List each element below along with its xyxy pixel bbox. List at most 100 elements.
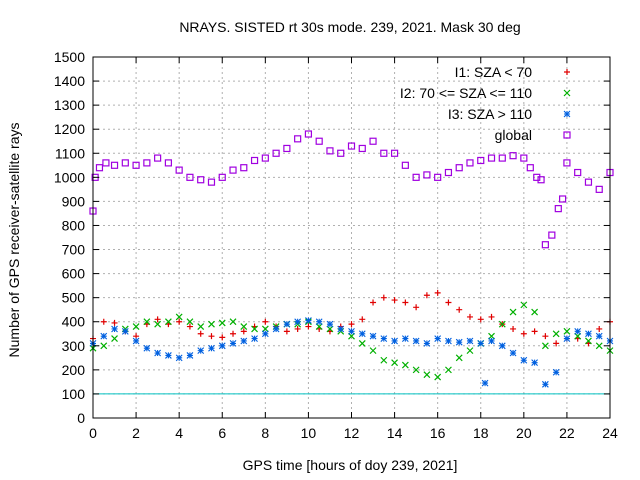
- data-point: [401, 161, 409, 169]
- data-point: [175, 166, 183, 174]
- data-point: [531, 359, 538, 367]
- x-tick-label: 24: [602, 425, 618, 441]
- data-point: [553, 340, 560, 347]
- x-tick-label: 14: [387, 425, 403, 441]
- data-point: [466, 313, 473, 320]
- y-tick-label: 700: [62, 242, 86, 258]
- data-point: [154, 349, 162, 357]
- data-point: [391, 297, 398, 304]
- y-tick-label: 400: [62, 314, 86, 330]
- data-point: [380, 356, 388, 364]
- data-point: [240, 323, 248, 330]
- data-point: [100, 318, 107, 325]
- x-tick-label: 16: [430, 425, 446, 441]
- data-point: [251, 325, 258, 333]
- y-tick-label: 900: [62, 193, 86, 209]
- data-point: [261, 154, 269, 162]
- data-point: [358, 339, 366, 347]
- data-point: [348, 332, 355, 340]
- data-point: [509, 308, 517, 316]
- data-point: [218, 173, 226, 181]
- data-point: [434, 289, 441, 296]
- x-tick-label: 22: [559, 425, 575, 441]
- legend-label: I2: 70 <= SZA <= 110: [400, 85, 532, 101]
- data-point: [197, 347, 205, 355]
- data-point: [477, 156, 485, 165]
- data-point: [554, 205, 562, 213]
- data-point: [121, 327, 129, 335]
- data-point: [574, 168, 582, 177]
- data-point: [154, 154, 162, 162]
- data-point: [132, 323, 140, 330]
- x-tick-label: 6: [218, 425, 226, 441]
- data-point: [315, 318, 323, 326]
- data-point: [143, 318, 151, 326]
- data-point: [262, 318, 269, 325]
- data-point: [207, 178, 216, 186]
- data-point: [294, 318, 302, 326]
- data-point: [531, 328, 538, 335]
- data-point: [95, 164, 104, 172]
- data-point: [445, 366, 452, 374]
- data-point: [230, 330, 237, 337]
- data-point: [337, 149, 345, 157]
- data-point: [121, 159, 129, 167]
- data-point: [595, 342, 603, 350]
- data-point: [186, 318, 194, 326]
- x-axis-label: GPS time [hours of doy 239, 2021]: [243, 457, 458, 473]
- data-point: [574, 327, 582, 335]
- data-point: [423, 171, 431, 179]
- data-point: [370, 299, 377, 306]
- data-point: [444, 168, 453, 177]
- data-point: [359, 316, 366, 323]
- data-point: [240, 328, 247, 335]
- chart-title: NRAYS. SISTED rt 30s mode. 239, 2021. Ma…: [179, 19, 520, 35]
- data-point: [326, 320, 334, 328]
- data-point: [541, 342, 549, 350]
- y-tick-label: 1400: [54, 73, 85, 89]
- data-point: [563, 327, 571, 335]
- data-point: [348, 327, 355, 335]
- data-point: [369, 332, 377, 340]
- data-point: [143, 159, 151, 167]
- x-tick-label: 8: [261, 425, 269, 441]
- legend-marker: [563, 110, 571, 118]
- series-2: [89, 301, 614, 381]
- data-point: [326, 147, 334, 155]
- data-point: [498, 320, 506, 328]
- data-point: [390, 149, 399, 157]
- data-point: [552, 330, 560, 338]
- ticks: 0 2 4 6 8 10 12 14 16 18 20 22 240100200300400500600…: [54, 49, 618, 441]
- legend-label: global: [495, 127, 532, 143]
- data-point: [197, 176, 205, 184]
- data-point: [250, 156, 259, 165]
- data-point: [143, 344, 151, 352]
- data-point: [541, 241, 549, 249]
- data-point: [412, 366, 420, 374]
- data-point: [326, 325, 334, 333]
- data-point: [584, 178, 593, 186]
- data-point: [456, 306, 463, 313]
- data-point: [434, 335, 442, 342]
- y-tick-label: 300: [62, 338, 86, 354]
- data-point: [537, 176, 545, 184]
- data-point: [455, 338, 463, 346]
- series-4: [89, 130, 614, 249]
- data-point: [240, 164, 248, 172]
- data-point: [487, 154, 496, 162]
- data-point: [154, 316, 161, 323]
- legend: I1: SZA < 70 I2: 70 <= SZA <= 110 I3: SZA …: [400, 64, 571, 143]
- x-tick-label: 4: [175, 425, 183, 441]
- y-tick-label: 200: [62, 362, 86, 378]
- data-point: [132, 337, 140, 345]
- data-point: [466, 347, 474, 355]
- data-point: [337, 325, 345, 333]
- data-point: [283, 144, 291, 153]
- data-point: [445, 299, 452, 306]
- data-point: [304, 130, 313, 138]
- y-axis-label: Number of GPS receiver-satellite rays: [6, 123, 22, 358]
- data-point: [401, 335, 409, 342]
- data-point: [229, 318, 237, 326]
- data-point: [380, 335, 388, 342]
